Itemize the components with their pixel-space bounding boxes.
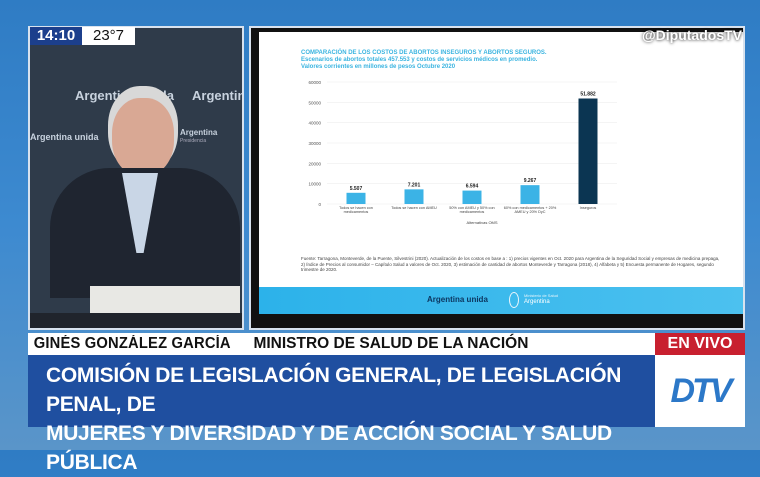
person-head [112, 98, 174, 176]
channel-handle: @DiputadosTV [642, 27, 742, 43]
wall-branding-3: Argentina unida [30, 132, 99, 142]
speaker-name: GINÉS GONZÁLEZ GARCÍA [33, 335, 231, 352]
bar [404, 189, 424, 204]
data-label: 7.201 [408, 182, 421, 188]
y-tick-label: 40000 [308, 121, 321, 126]
data-label: 51.882 [580, 92, 596, 98]
temperature: 23°7 [82, 27, 135, 45]
y-tick-label: 20000 [308, 161, 321, 166]
presentation-screen: COMPARACIÓN DE LOS COSTOS DE ABORTOS INS… [249, 26, 745, 330]
chart-subtitle: Escenarios de abortos totales 457.553 y … [301, 57, 538, 63]
data-label: 6.594 [466, 184, 479, 190]
coat-of-arms-icon [509, 292, 519, 308]
bar-chart: 0 10000 20000 30000 40000 50000 60000 5.507 Todo… [308, 80, 617, 225]
bar [578, 98, 598, 204]
desk [30, 313, 242, 328]
chart-title: COMPARACIÓN DE LOS COSTOS DE ABORTOS INS… [301, 50, 547, 56]
bar [520, 185, 540, 204]
speaker-role: MINISTRO DE SALUD DE LA NACIÓN [253, 335, 529, 352]
session-banner: COMISIÓN DE LEGISLACIÓN GENERAL, DE LEGI… [28, 355, 655, 474]
y-tick-label: 10000 [308, 182, 321, 187]
x-tick-label: 60% con medicamentos + 20% AMEU y 20% Dy… [504, 206, 556, 214]
chart-subtitle-2: Valores corrientes en millones de pesos … [301, 64, 456, 70]
wall-branding: Argentina unida [75, 88, 174, 103]
y-tick-label: 0 [318, 202, 321, 207]
x-axis-label: Alternativas OMS [466, 220, 497, 225]
camera-feed: Argentina unida Argentina Argentina unid… [28, 26, 244, 330]
slide: COMPARACIÓN DE LOS COSTOS DE ABORTOS INS… [259, 32, 743, 287]
footer-ministry: Ministerio de Salud [524, 293, 559, 298]
live-badge: EN VIVO [655, 333, 745, 355]
x-tick-label: Todos se hacen con AMEU [391, 206, 437, 210]
dtv-logo-text: DTV [670, 371, 733, 410]
dtv-logo: DTV [655, 355, 745, 427]
clock: 14:10 [30, 27, 82, 45]
wall-branding-2: Argentina [192, 88, 242, 103]
name-bar: GINÉS GONZÁLEZ GARCÍA MINISTRO DE SALUD … [28, 333, 655, 355]
y-tick-label: 50000 [308, 100, 321, 105]
y-tick-label: 60000 [308, 80, 321, 85]
x-tick-label: Inseguros [580, 206, 597, 210]
footer-country: Argentina [524, 299, 550, 305]
bar [462, 190, 482, 204]
footer-brand: Argentina unida [427, 295, 488, 304]
data-label: 9.267 [524, 178, 537, 184]
slide-footer: Argentina unida Ministerio de Salud Arge… [259, 287, 743, 314]
bar [346, 192, 366, 204]
data-label: 5.507 [350, 186, 363, 192]
x-tick-label: 50% con AMEU y 50% con medicamentos [449, 206, 494, 214]
y-tick-label: 30000 [308, 141, 321, 146]
wall-branding-4: Argentina [180, 128, 218, 137]
banner-line-1: COMISIÓN DE LEGISLACIÓN GENERAL, DE LEGI… [46, 364, 622, 416]
banner-line-2: MUJERES Y DIVERSIDAD Y DE ACCIÓN SOCIAL … [46, 422, 612, 474]
x-tick-label: Todos se hacen con medicamentos [339, 206, 373, 214]
wall-sub: Presidencia [180, 138, 207, 144]
desk-papers [90, 286, 240, 316]
chart-source: Fuente: Tarragona, Monteverde, de la Pue… [301, 256, 720, 272]
